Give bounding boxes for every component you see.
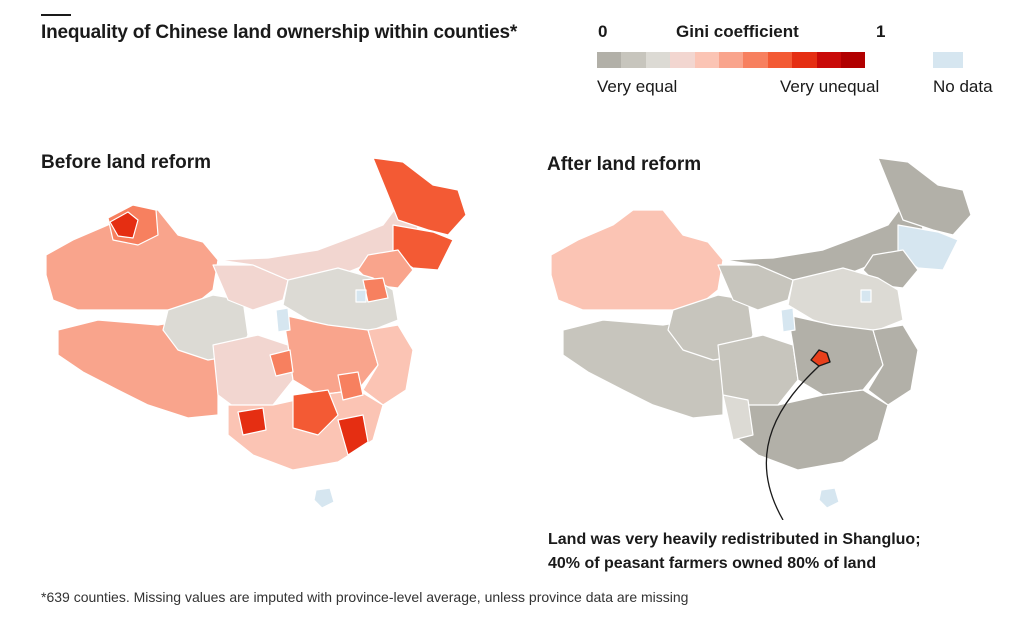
gini-color-scale [597,52,866,68]
scale-swatch-7 [767,52,793,68]
annotation-line-1: Land was very heavily redistributed in S… [548,531,921,548]
region-yunnan-light [722,394,754,441]
map-before-reform [45,157,467,509]
region-north-china [787,267,904,331]
region-heilongjiang [372,157,467,236]
legend-high-label: Very unequal [780,77,880,96]
scale-swatch-5 [718,52,744,68]
legend-nodata-label: No data [933,77,993,96]
region-nodata-ningxia [275,307,291,333]
region-hainan [313,487,335,509]
region-nodata-beijing [860,289,872,303]
after-panel-title: After land reform [547,154,702,175]
scale-swatch-4 [694,52,719,68]
region-guangdong-hotspot [337,414,369,456]
region-jiangxi-hotspot [337,371,364,401]
scale-swatch-9 [816,52,841,68]
footnote: *639 counties. Missing values are impute… [41,589,689,605]
region-hainan [818,487,840,509]
legend-low-label: Very equal [597,77,678,96]
region-xinjiang [550,209,724,311]
chart-title: Inequality of Chinese land ownership wit… [41,22,518,43]
region-nodata-beijing [355,289,367,303]
region-east [867,324,919,406]
legend-max-label: 1 [876,22,886,41]
no-data-swatch [933,52,963,68]
legend-title: Gini coefficient [676,22,799,41]
scale-swatch-10 [840,52,866,68]
scale-swatch-3 [670,52,695,68]
map-after-reform [550,157,972,520]
annotation-line-2: 40% of peasant farmers owned 80% of land [548,555,877,572]
region-east [362,324,414,406]
scale-swatch-2 [645,52,671,68]
region-heilongjiang [877,157,972,236]
legend-min-label: 0 [598,22,608,41]
region-hebei-hotspot [362,277,389,303]
region-guangxi-hotspot [237,407,267,436]
annotation-leader-line [765,365,820,520]
before-panel-title: Before land reform [41,152,211,173]
region-nodata-ningxia [780,307,796,333]
shangluo-annotation: Land was very heavily redistributed in S… [548,528,921,576]
title-rule [41,14,71,16]
scale-swatch-6 [743,52,768,68]
region-hunan-hotspot [292,389,339,436]
shangluo-highlight [810,349,831,367]
region-shaanxi-hotspot [269,349,294,377]
region-south [732,389,889,471]
region-xinjiang-hotspot [109,211,139,239]
scale-swatch-8 [792,52,817,68]
scale-swatch-0 [597,52,622,68]
scale-swatch-1 [621,52,646,68]
